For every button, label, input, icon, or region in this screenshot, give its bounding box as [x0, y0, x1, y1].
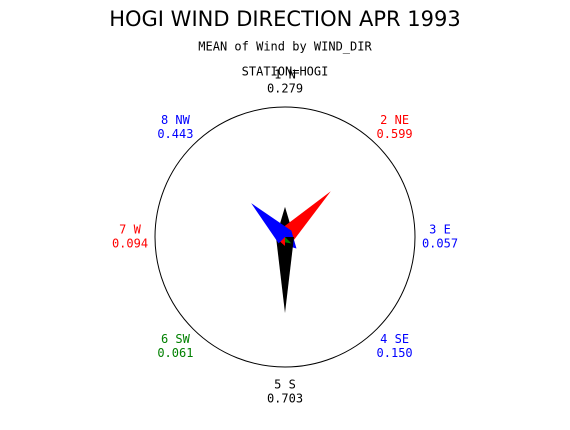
value-label: 0.443 [157, 127, 193, 141]
direction-label: 6 SW [161, 332, 191, 346]
spike [278, 191, 331, 244]
direction-label: 3 E [429, 223, 451, 237]
direction-label: 7 W [119, 223, 141, 237]
direction-label: 8 NW [161, 113, 191, 127]
direction-label: 5 S [274, 378, 296, 392]
frame-circle [154, 106, 416, 368]
value-label: 0.279 [267, 82, 303, 96]
value-label: 0.150 [377, 346, 413, 360]
chart-title: HOGI WIND DIRECTION APR 1993 [109, 7, 461, 31]
direction-label: 2 NE [380, 113, 409, 127]
value-label: 0.599 [377, 127, 413, 141]
value-label: 0.061 [157, 346, 193, 360]
value-label: 0.057 [422, 237, 458, 251]
chart-subtitle: MEAN of Wind by WIND_DIR [198, 40, 372, 54]
spike [251, 203, 292, 244]
direction-label: 4 SE [380, 332, 409, 346]
value-label: 0.703 [267, 392, 303, 406]
group-label: STATION=HOGI [242, 65, 329, 79]
value-label: 0.094 [112, 237, 148, 251]
spike [276, 237, 294, 313]
direction-label: 1 N [274, 68, 296, 82]
